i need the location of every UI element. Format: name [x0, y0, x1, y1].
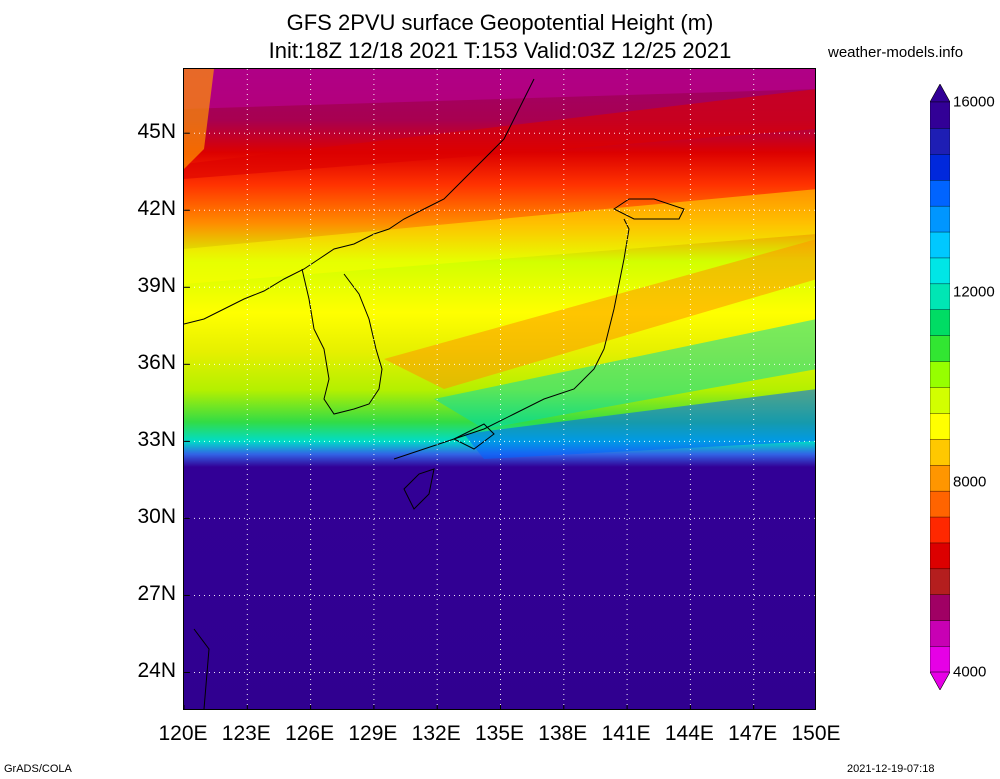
longitude-label: 138E	[538, 722, 588, 745]
longitude-label: 129E	[348, 722, 398, 745]
longitude-label: 126E	[285, 722, 335, 745]
map-title: GFS 2PVU surface Geopotential Height (m)	[286, 10, 714, 35]
map-canvas	[184, 69, 815, 709]
colorbar-segment	[930, 153, 950, 181]
colorbar-max-arrow	[930, 84, 950, 103]
colorbar-label: 16000	[953, 93, 995, 111]
colorbar-segment	[930, 412, 950, 440]
longitude-label: 123E	[221, 722, 271, 745]
colorbar-segment	[930, 516, 950, 544]
band-magenta	[184, 69, 815, 109]
latitude-label: 36N	[137, 351, 176, 375]
colorbar-segment	[930, 334, 950, 362]
latitude-label: 24N	[137, 659, 176, 683]
colorbar-segment	[930, 257, 950, 285]
colorbar-segment	[930, 490, 950, 518]
graticule	[184, 69, 815, 709]
colorbar-segment	[930, 283, 950, 310]
colorbar-segment	[930, 231, 950, 259]
colorbar-segment	[930, 645, 950, 673]
band-cyan	[434, 319, 815, 429]
footer-timestamp: 2021-12-19-07:18	[847, 763, 935, 775]
band-yellow	[184, 189, 815, 284]
colorbar-segment	[930, 464, 950, 492]
colorbar-segment	[930, 438, 950, 466]
colorbar-label: 8000	[953, 473, 987, 491]
band-orange	[384, 239, 815, 389]
colorbar-segment	[930, 309, 950, 336]
colorbar-label: 12000	[953, 283, 995, 301]
colorbar-segment	[930, 179, 950, 207]
footer-software: GrADS/COLA	[4, 763, 72, 775]
colorbar-segment	[930, 619, 950, 647]
map-panel	[183, 68, 816, 710]
longitude-label: 147E	[728, 722, 778, 745]
map-subtitle: Init:18Z 12/18 2021 T:153 Valid:03Z 12/2…	[268, 38, 732, 63]
longitude-label: 141E	[601, 722, 651, 745]
latitude-label: 30N	[137, 505, 176, 529]
longitude-label: 120E	[158, 722, 208, 745]
colorbar-segment	[930, 205, 950, 233]
colorbar-segment	[930, 360, 950, 388]
longitude-label: 150E	[791, 722, 841, 745]
colorbar-label: 4000	[953, 663, 987, 681]
colorbar-segment	[930, 127, 950, 155]
latitude-label: 27N	[137, 582, 176, 606]
jet-band-red	[184, 89, 815, 179]
band-blue	[464, 389, 815, 459]
colorbar-min-arrow	[930, 671, 950, 690]
colorbar-segment	[930, 101, 950, 129]
longitude-label: 144E	[664, 722, 714, 745]
colorbar-segment	[930, 594, 950, 621]
west-orange-patch	[184, 69, 214, 169]
latitude-label: 33N	[137, 428, 176, 452]
latitude-label: 45N	[137, 120, 176, 144]
colorbar-segment	[930, 386, 950, 414]
site-credit: weather-models.info	[828, 44, 964, 61]
colorbar	[930, 84, 950, 690]
colorbar-segment	[930, 568, 950, 595]
longitude-label: 135E	[474, 722, 525, 745]
longitude-label: 132E	[411, 722, 461, 745]
latitude-label: 39N	[137, 274, 176, 298]
colorbar-segment	[930, 542, 950, 570]
latitude-label: 42N	[137, 197, 176, 221]
